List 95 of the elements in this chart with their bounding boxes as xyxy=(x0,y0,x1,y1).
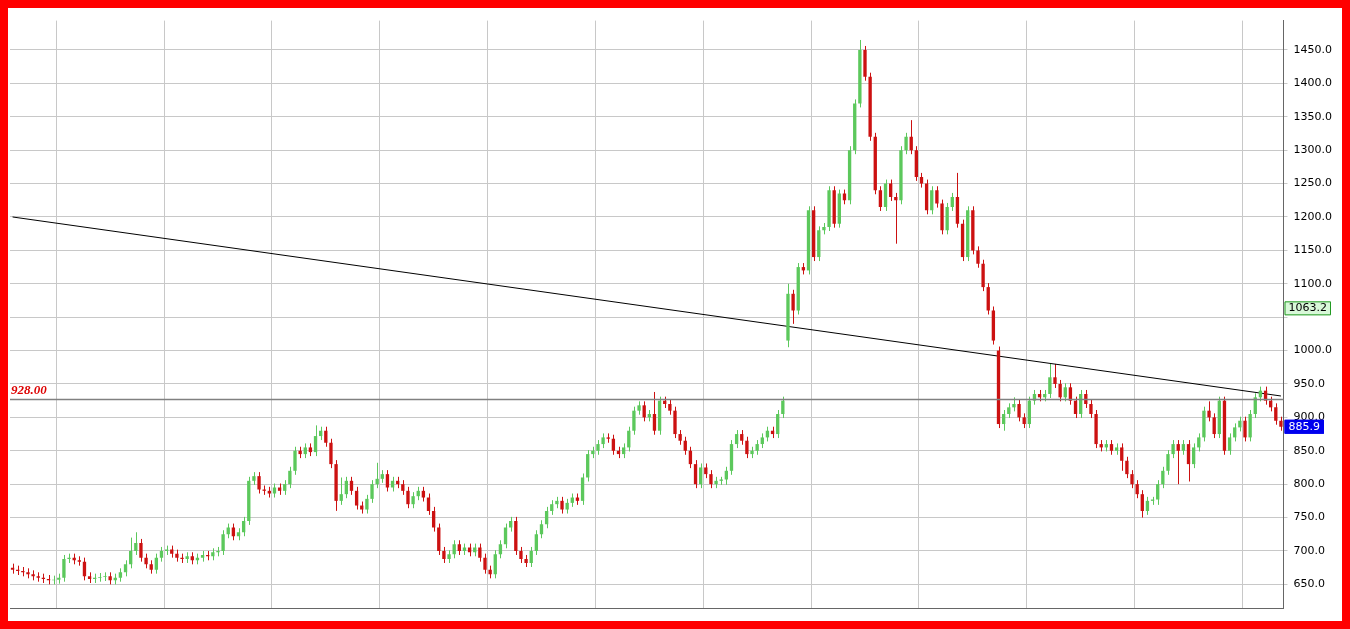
candlestick xyxy=(776,409,780,439)
candlestick xyxy=(139,538,143,563)
candlestick xyxy=(293,446,297,476)
candlestick xyxy=(611,434,616,456)
candlestick xyxy=(339,476,343,506)
y-tick-label: 850.0 xyxy=(1293,443,1326,457)
candlestick xyxy=(1145,496,1150,516)
candlestick xyxy=(709,469,713,489)
candlestick xyxy=(483,553,487,575)
candlestick xyxy=(1166,449,1170,476)
candlestick xyxy=(1248,409,1252,442)
candlestick xyxy=(534,529,539,556)
candlestick xyxy=(257,471,261,495)
candlestick xyxy=(324,426,328,448)
candlestick xyxy=(1001,409,1006,432)
candlestick xyxy=(221,529,225,556)
candlestick xyxy=(62,554,66,583)
candlestick xyxy=(734,429,739,449)
candlestick xyxy=(1135,479,1139,499)
candlestick xyxy=(1207,400,1211,422)
candlestick xyxy=(693,459,698,489)
candlestick xyxy=(1063,382,1067,402)
candlestick xyxy=(791,289,795,325)
y-tick-label: 1300.0 xyxy=(1293,143,1333,157)
candlestick xyxy=(375,462,379,489)
candlestick xyxy=(683,436,687,456)
candlestick xyxy=(580,472,585,506)
candlestick xyxy=(1053,363,1057,389)
candlestick xyxy=(1089,399,1093,419)
y-tick-label: 950.0 xyxy=(1293,376,1326,390)
y-tick-label: 1350.0 xyxy=(1293,109,1333,123)
candlestick xyxy=(539,519,544,539)
candlestick xyxy=(1125,456,1129,479)
candlestick xyxy=(1227,432,1232,456)
candlestick xyxy=(1233,422,1237,442)
candlestick xyxy=(365,494,369,515)
y-tick-label: 700.0 xyxy=(1293,543,1326,557)
candlestick xyxy=(1274,402,1278,426)
y-tick-label: 1450.0 xyxy=(1293,42,1333,56)
candlestick xyxy=(1140,489,1144,519)
candlestick xyxy=(950,192,954,212)
candlestick xyxy=(1171,439,1175,459)
candlestick xyxy=(370,479,374,504)
candlestick xyxy=(452,539,456,559)
y-tick-label: 1100.0 xyxy=(1293,276,1333,290)
candlestick xyxy=(945,202,949,235)
text: 1063.2 xyxy=(1288,301,1328,315)
candlestick xyxy=(673,406,677,439)
candlestick xyxy=(642,400,646,422)
candlestick xyxy=(699,462,703,489)
candlestick xyxy=(935,185,939,209)
y-tick-label: 1400.0 xyxy=(1293,76,1333,90)
candlestick xyxy=(1243,416,1247,442)
y-tick-label: 1250.0 xyxy=(1293,176,1333,190)
candlestick xyxy=(1197,432,1201,452)
candlestick xyxy=(1212,412,1216,439)
y-tick-label: 1150.0 xyxy=(1293,243,1333,257)
candlestick xyxy=(904,132,908,155)
candlestick xyxy=(498,539,503,559)
candlestick xyxy=(652,391,657,436)
candlestick xyxy=(478,543,482,563)
y-tick-label: 1000.0 xyxy=(1293,343,1333,357)
candlestick xyxy=(1186,439,1191,482)
candlestick xyxy=(406,486,410,509)
text: 885.9 xyxy=(1288,419,1321,433)
candlestick xyxy=(385,469,390,493)
y-tick-label: 800.0 xyxy=(1293,477,1326,491)
candlestick xyxy=(1120,442,1124,472)
candlestick xyxy=(632,406,636,436)
candlestick xyxy=(976,245,980,269)
candlestick xyxy=(1048,363,1052,399)
candlestick xyxy=(1058,379,1062,402)
candlestick xyxy=(1156,479,1160,506)
candlestick xyxy=(288,466,292,489)
candlestick xyxy=(930,185,934,215)
candlestick xyxy=(1176,439,1180,485)
candlestick xyxy=(1017,399,1021,422)
candlestick xyxy=(354,486,359,511)
candlestick xyxy=(981,259,985,292)
candlestick xyxy=(745,436,749,459)
y-tick-label: 650.0 xyxy=(1293,577,1326,591)
candlestick xyxy=(529,546,533,568)
ref-line-label: 928.00 xyxy=(11,382,48,398)
candlestick xyxy=(1191,442,1196,469)
candlestick xyxy=(493,549,497,579)
candlestick xyxy=(154,553,159,575)
y-tick-label: 1200.0 xyxy=(1293,209,1333,223)
candlestick xyxy=(1130,469,1134,489)
y-tick-label: 750.0 xyxy=(1293,510,1326,524)
candlestick xyxy=(781,396,785,419)
candlestick xyxy=(349,476,354,496)
candlestick xyxy=(431,506,436,533)
candlestick xyxy=(329,438,333,469)
candlestick xyxy=(878,185,883,212)
candlestick xyxy=(1161,466,1165,489)
